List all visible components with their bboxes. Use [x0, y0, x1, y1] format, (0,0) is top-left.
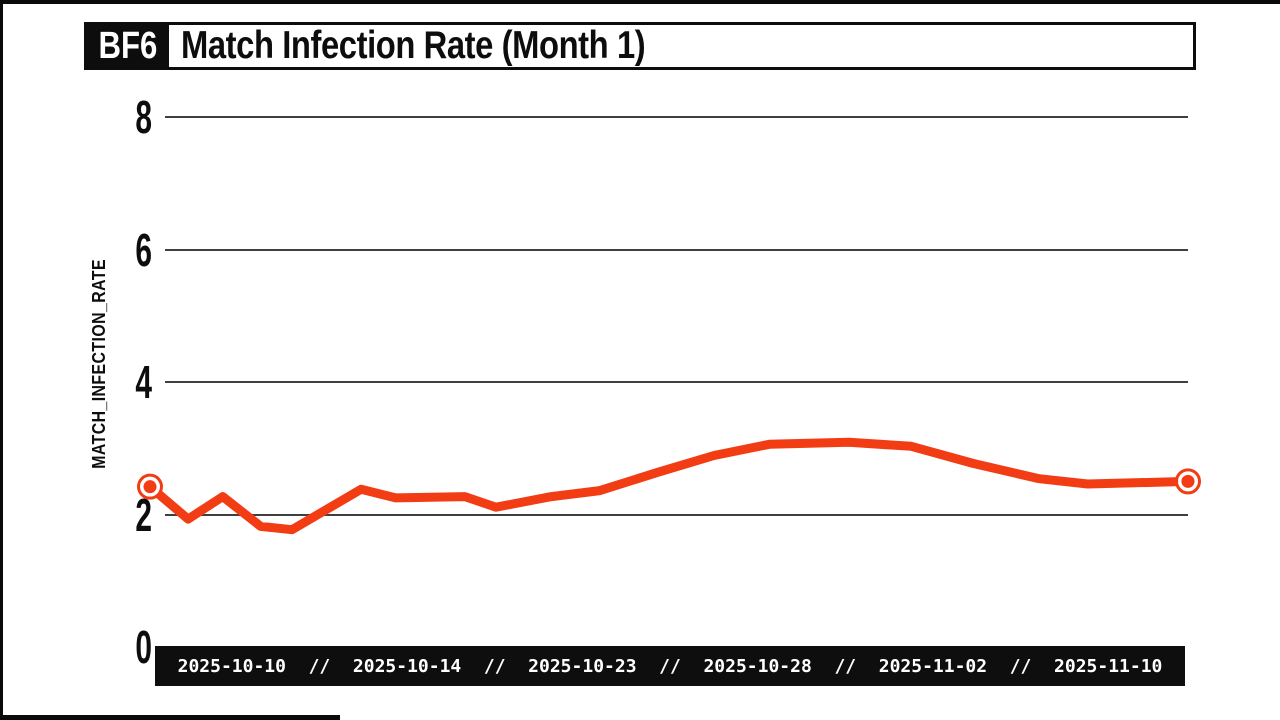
end-point-marker	[1176, 469, 1200, 493]
y-tick-label-4: 4	[135, 356, 152, 408]
frame-border-bottom	[0, 715, 340, 720]
x-tick-separator: //	[1009, 655, 1032, 677]
chart-title-bar: BF6 Match Infection Rate (Month 1)	[84, 22, 1196, 70]
x-tick-label-1: 2025-10-14	[352, 655, 462, 677]
x-tick-separator: //	[308, 655, 331, 677]
y-tick-label-8: 8	[135, 91, 152, 143]
x-tick-label-4: 2025-11-02	[878, 655, 988, 677]
bf6-badge-label: BF6	[98, 24, 158, 67]
gridline-y-2	[165, 513, 1188, 516]
x-tick-label-2: 2025-10-23	[528, 655, 637, 677]
x-tick-label-3: 2025-10-28	[703, 655, 812, 677]
end-point-marker	[1181, 474, 1195, 488]
start-point-marker	[137, 473, 163, 500]
x-tick-label-5: 2025-11-10	[1054, 655, 1163, 677]
infection-rate-line	[145, 437, 1193, 535]
x-tick-separator: //	[834, 655, 857, 677]
start-point-marker	[143, 480, 157, 494]
gridline-y-8	[165, 116, 1188, 118]
gridline-y-6	[165, 248, 1188, 251]
x-tick-separator: //	[659, 655, 681, 677]
y-tick-label-6: 6	[135, 223, 152, 276]
x-axis-date-bar: 2025-10-10 // 2025-10-14 // 2025-10-23 // 2025…	[155, 646, 1185, 686]
y-tick-label-2: 2	[135, 488, 152, 541]
end-point-marker	[1175, 468, 1201, 495]
bf6-badge: BF6	[87, 25, 169, 67]
x-tick-separator: //	[483, 655, 506, 677]
y-tick-label-0: 0	[135, 621, 152, 673]
frame-border-top	[0, 0, 1280, 4]
start-point-marker	[138, 475, 162, 499]
x-tick-label-0: 2025-10-10	[177, 655, 286, 677]
frame-border-left	[0, 0, 3, 720]
gridline-y-4	[165, 381, 1188, 383]
chart-title: Match Infection Rate (Month 1)	[169, 24, 734, 67]
chart-title-label: Match Infection Rate (Month 1)	[181, 24, 646, 67]
